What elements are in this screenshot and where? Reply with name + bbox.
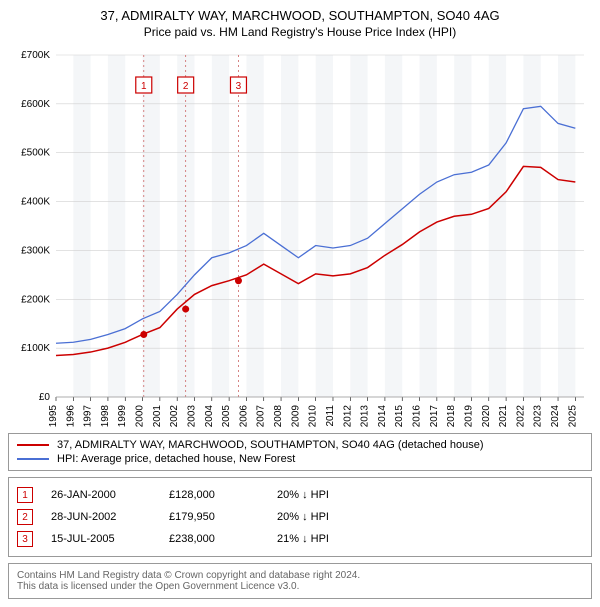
sale-delta: 21% ↓ HPI [277,533,387,545]
svg-text:1998: 1998 [100,405,111,427]
svg-text:1997: 1997 [83,405,94,427]
svg-text:2002: 2002 [169,405,180,427]
legend-label: 37, ADMIRALTY WAY, MARCHWOOD, SOUTHAMPTO… [57,439,483,451]
svg-text:2003: 2003 [186,405,197,427]
svg-text:2020: 2020 [481,405,492,427]
sale-marker: 1 [17,487,33,503]
svg-text:2: 2 [183,81,189,92]
svg-text:2012: 2012 [342,405,353,427]
svg-text:2009: 2009 [290,405,301,427]
svg-text:2022: 2022 [515,405,526,427]
sales-table: 1 26-JAN-2000 £128,000 20% ↓ HPI 2 28-JUN-200… [8,477,592,557]
sale-row: 2 28-JUN-2002 £179,950 20% ↓ HPI [17,506,583,528]
svg-text:2005: 2005 [221,405,232,427]
sale-price: £128,000 [169,489,259,501]
svg-text:1996: 1996 [65,405,76,427]
svg-text:£100K: £100K [21,343,50,354]
legend-item: HPI: Average price, detached house, New … [17,452,583,466]
legend-swatch [17,458,49,460]
svg-text:1: 1 [141,81,147,92]
sale-marker: 2 [17,509,33,525]
svg-text:2025: 2025 [567,405,578,427]
sale-row: 3 15-JUL-2005 £238,000 21% ↓ HPI [17,528,583,550]
svg-text:£200K: £200K [21,294,50,305]
svg-text:3: 3 [236,81,242,92]
sale-delta: 20% ↓ HPI [277,511,387,523]
svg-text:1995: 1995 [48,405,59,427]
svg-text:2000: 2000 [135,405,146,427]
svg-text:2023: 2023 [533,405,544,427]
footer-attribution: Contains HM Land Registry data © Crown c… [8,563,592,599]
svg-text:£500K: £500K [21,148,50,159]
legend-item: 37, ADMIRALTY WAY, MARCHWOOD, SOUTHAMPTO… [17,438,583,452]
svg-text:2008: 2008 [273,405,284,427]
legend-label: HPI: Average price, detached house, New … [57,453,295,465]
svg-text:2001: 2001 [152,405,163,427]
sale-price: £238,000 [169,533,259,545]
svg-text:£0: £0 [39,392,51,403]
sale-marker: 3 [17,531,33,547]
line-chart: £0 £100K £200K £300K £400K £500K £600K £700K 199… [8,47,592,427]
sale-price: £179,950 [169,511,259,523]
svg-text:2021: 2021 [498,405,509,427]
footer-line1: Contains HM Land Registry data © Crown c… [17,570,583,581]
svg-text:£400K: £400K [21,197,50,208]
svg-text:2013: 2013 [360,405,371,427]
svg-text:2015: 2015 [394,405,405,427]
svg-text:2004: 2004 [204,405,215,427]
svg-text:2011: 2011 [325,405,336,427]
svg-text:£600K: £600K [21,99,50,110]
legend: 37, ADMIRALTY WAY, MARCHWOOD, SOUTHAMPTO… [8,433,592,471]
svg-text:2006: 2006 [238,405,249,427]
svg-text:2018: 2018 [446,405,457,427]
chart-title: 37, ADMIRALTY WAY, MARCHWOOD, SOUTHAMPTO… [8,8,592,23]
footer-line2: This data is licensed under the Open Gov… [17,581,583,592]
sale-delta: 20% ↓ HPI [277,489,387,501]
chart-area: £0 £100K £200K £300K £400K £500K £600K £700K 199… [8,47,592,427]
sale-date: 26-JAN-2000 [51,489,151,501]
svg-text:2019: 2019 [463,405,474,427]
legend-swatch [17,444,49,446]
svg-text:2016: 2016 [412,405,423,427]
svg-text:£300K: £300K [21,245,50,256]
chart-subtitle: Price paid vs. HM Land Registry's House … [8,25,592,39]
svg-text:£700K: £700K [21,50,50,61]
sale-date: 28-JUN-2002 [51,511,151,523]
svg-text:2007: 2007 [256,405,267,427]
svg-text:2017: 2017 [429,405,440,427]
sale-date: 15-JUL-2005 [51,533,151,545]
svg-text:1999: 1999 [117,405,128,427]
svg-text:2014: 2014 [377,405,388,427]
svg-text:2010: 2010 [308,405,319,427]
sale-row: 1 26-JAN-2000 £128,000 20% ↓ HPI [17,484,583,506]
svg-text:2024: 2024 [550,405,561,427]
